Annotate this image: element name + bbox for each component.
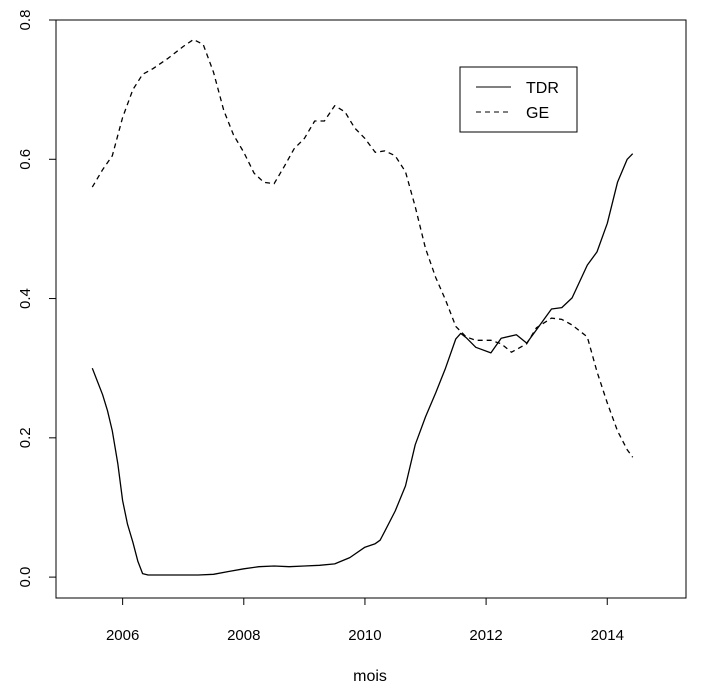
x-tick-label: 2006: [106, 627, 139, 644]
legend-box: [459, 66, 578, 133]
x-axis: 2006 2008 2010 2012 2014: [106, 597, 624, 644]
y-tick-label: 0.2: [17, 427, 34, 448]
legend-label-ge: GE: [526, 105, 549, 122]
x-tick-label: 2008: [227, 627, 260, 644]
x-axis-title: mois: [353, 668, 387, 685]
y-tick-label: 0.6: [17, 149, 34, 170]
legend-label-tdr: TDR: [526, 80, 559, 97]
x-tick-label: 2014: [591, 627, 624, 644]
x-tick-label: 2010: [348, 627, 381, 644]
x-tick-label: 2012: [469, 627, 502, 644]
series-line-tdr: [91, 153, 634, 576]
y-tick-label: 0.0: [17, 567, 34, 588]
y-tick-label: 0.4: [17, 288, 34, 309]
legend: TDR GE: [459, 66, 578, 133]
y-axis: 0.0 0.2 0.4 0.6 0.8: [17, 10, 57, 588]
plot-frame: [55, 19, 687, 599]
y-tick-label: 0.8: [17, 10, 34, 31]
series-layer: [91, 38, 634, 576]
series-line-ge: [91, 38, 634, 458]
